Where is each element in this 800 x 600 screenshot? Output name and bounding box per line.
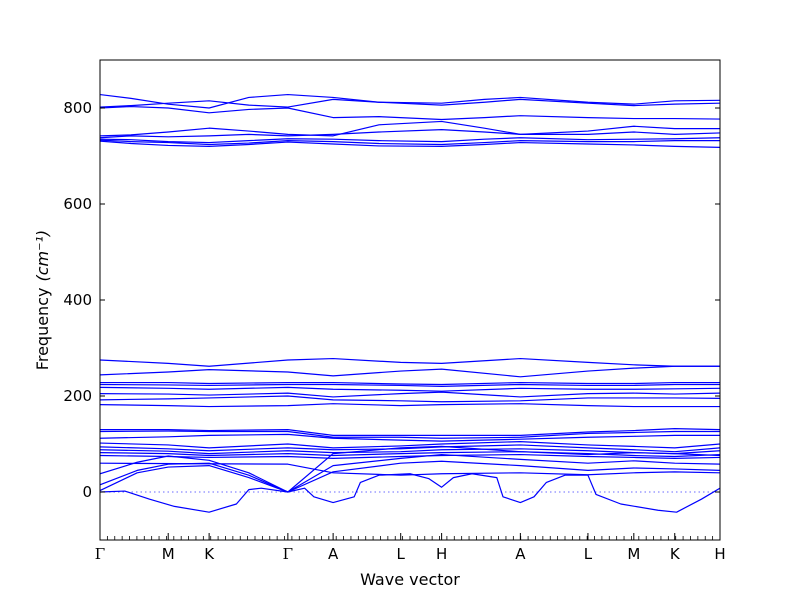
branch-line-7	[100, 139, 720, 146]
x-tick-label: Γ	[283, 545, 293, 563]
branch-line-9	[100, 357, 720, 367]
branch-line-13	[100, 386, 720, 392]
y-axis-label: Frequency (cm⁻¹)	[33, 230, 52, 370]
x-tick-label: H	[714, 545, 725, 563]
y-axis-label-text: Frequency	[33, 288, 52, 371]
x-tick-label: M	[162, 545, 175, 563]
branch-line-29	[100, 473, 720, 513]
plot-frame	[99, 59, 721, 541]
branch-line-23	[100, 451, 720, 458]
x-tick-label: L	[584, 545, 593, 563]
y-tick-labels: 0 200 400 600 800	[63, 99, 92, 501]
branch-line-17	[100, 428, 720, 436]
branch-line-25	[100, 445, 720, 493]
y-axis-label-unit: (cm⁻¹)	[33, 230, 52, 282]
branch-line-14	[100, 391, 720, 398]
branch-line-20	[100, 441, 720, 449]
branch-line-8	[100, 140, 720, 148]
branch-line-4	[100, 120, 720, 137]
x-tick-label: K	[204, 545, 215, 563]
branch-line-3	[100, 105, 720, 121]
phonon-branches	[100, 93, 720, 513]
y-tick-label: 800	[63, 99, 92, 117]
branch-line-15	[100, 395, 720, 403]
x-tick-label: Γ	[95, 545, 105, 563]
branch-line-11	[100, 381, 720, 386]
x-tick-label: A	[328, 545, 339, 563]
branch-line-5	[100, 129, 720, 139]
x-tick-label: A	[515, 545, 526, 563]
x-tick-label: K	[670, 545, 681, 563]
x-tick-label: H	[436, 545, 447, 563]
branch-line-2	[100, 98, 720, 108]
x-tick-label: L	[397, 545, 406, 563]
branch-line-18	[100, 430, 720, 439]
branch-line-28	[100, 462, 720, 476]
branch-line-16	[100, 403, 720, 408]
branch-line-27	[100, 460, 720, 493]
y-tick-label: 0	[82, 483, 92, 501]
y-tick-label: 400	[63, 291, 92, 309]
branch-line-6	[100, 137, 720, 144]
x-axis-label: Wave vector	[360, 570, 460, 589]
branch-line-21	[100, 444, 720, 453]
branch-line-19	[100, 433, 720, 442]
y-tick-label: 600	[63, 195, 92, 213]
x-tick-label: M	[627, 545, 640, 563]
branch-line-10	[100, 365, 720, 378]
y-tick-label: 200	[63, 387, 92, 405]
branch-line-12	[100, 383, 720, 387]
